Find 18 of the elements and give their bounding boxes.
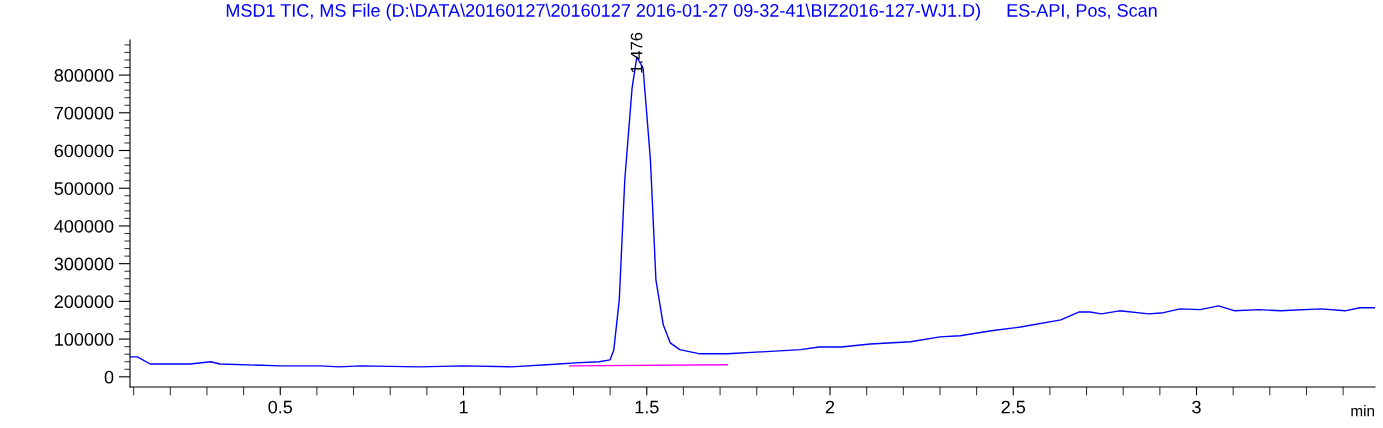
x-tick-label: 2.5 xyxy=(1001,400,1026,414)
x-tick-label: 0.5 xyxy=(268,400,293,414)
x-tick-label: 1.5 xyxy=(635,400,659,414)
y-tick-label: 100000 xyxy=(55,333,114,346)
chart-title: MSD1 TIC, MS File (D:\DATA\20160127\20160127 2016-01-27 09-32-41\BIZ2016-127-WJ1.D) ES-API, Pos, Scan xyxy=(226,3,1157,21)
y-tick-label: 200000 xyxy=(54,295,114,309)
y-tick-label: 700000 xyxy=(54,106,114,120)
y-tick-label: 500000 xyxy=(54,182,114,195)
y-tick-label: 0 xyxy=(104,370,114,384)
x-tick-label: 2 xyxy=(825,400,835,414)
x-tick-label: 1 xyxy=(459,400,468,414)
x-axis-title: min xyxy=(1351,405,1375,417)
x-tick-label: 3 xyxy=(1192,400,1201,414)
annotation: 1.476 xyxy=(630,32,643,73)
y-tick-label: 600000 xyxy=(54,144,114,158)
y-tick-label: 300000 xyxy=(54,257,114,271)
y-tick-label: 400000 xyxy=(54,219,114,233)
y-tick-label: 800000 xyxy=(54,69,114,82)
